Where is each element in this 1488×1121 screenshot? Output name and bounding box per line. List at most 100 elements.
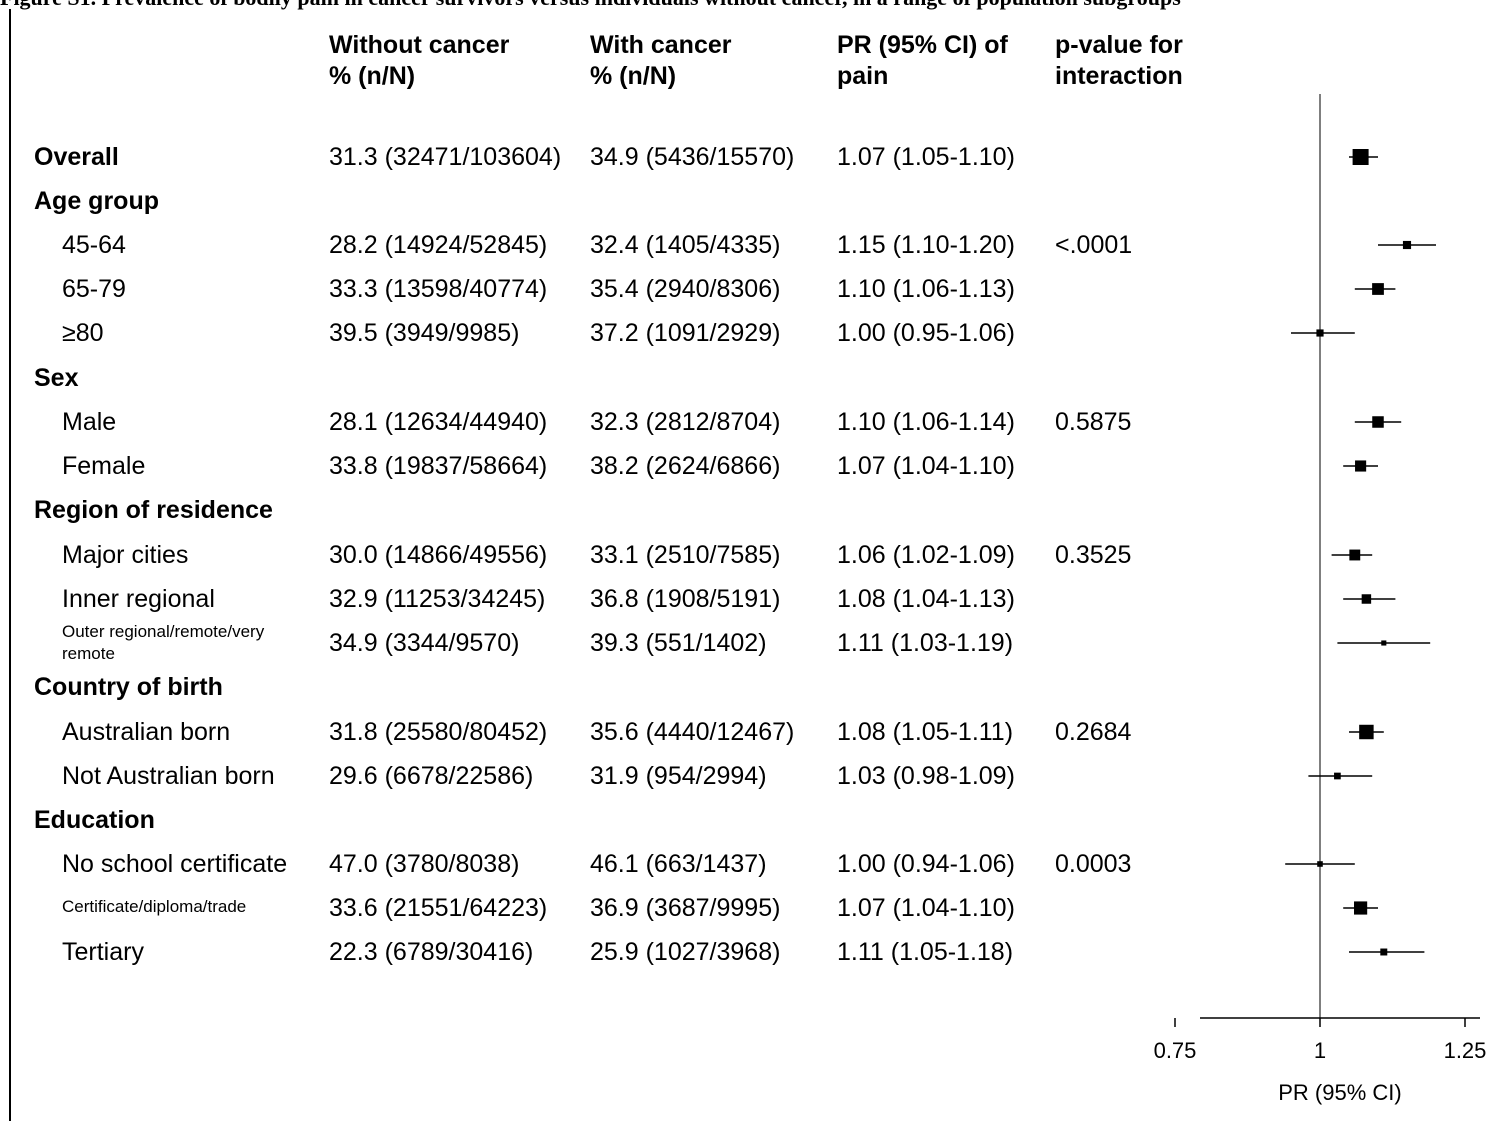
row-label: Overall	[34, 143, 119, 171]
figure-title: Figure S1. Prevalence of bodily pain in …	[0, 0, 1488, 10]
row-label: Not Australian born	[62, 762, 275, 790]
p-interaction-cell: 0.0003	[1055, 850, 1132, 878]
without-cancer-cell: 34.9 (3344/9570)	[329, 629, 520, 657]
pr-cell: 1.00 (0.95-1.06)	[837, 319, 1015, 347]
pr-cell: 1.00 (0.94-1.06)	[837, 850, 1015, 878]
with-cancer-cell: 37.2 (1091/2929)	[590, 319, 781, 347]
header-with-cancer: With cancer % (n/N)	[590, 30, 731, 92]
pr-cell: 1.08 (1.04-1.13)	[837, 585, 1015, 613]
point-estimate-marker	[1349, 549, 1361, 561]
with-cancer-cell: 25.9 (1027/3968)	[590, 938, 781, 966]
with-cancer-cell: 34.9 (5436/15570)	[590, 143, 795, 171]
header-line: PR (95% CI) of	[837, 31, 1008, 59]
point-estimate-marker	[1316, 329, 1324, 337]
p-interaction-cell: 0.2684	[1055, 718, 1132, 746]
pr-cell: 1.07 (1.04-1.10)	[837, 452, 1015, 480]
point-estimate-marker	[1361, 594, 1372, 604]
row-label: Male	[62, 408, 117, 436]
pr-cell: 1.15 (1.10-1.20)	[837, 231, 1015, 259]
point-estimate-marker	[1380, 948, 1388, 956]
header-line: p-value for	[1055, 31, 1183, 59]
with-cancer-cell: 46.1 (663/1437)	[590, 850, 767, 878]
header-without-cancer: Without cancer % (n/N)	[329, 30, 509, 92]
row-label: Age group	[34, 187, 159, 215]
point-estimate-marker	[1359, 724, 1374, 740]
x-tick-label: 1	[1314, 1038, 1326, 1063]
with-cancer-cell: 32.3 (2812/8704)	[590, 408, 781, 436]
without-cancer-cell: 28.2 (14924/52845)	[329, 231, 548, 259]
without-cancer-cell: 28.1 (12634/44940)	[329, 408, 548, 436]
point-estimate-marker	[1402, 240, 1412, 250]
header-line: interaction	[1055, 62, 1183, 90]
row-label: Australian born	[62, 718, 231, 746]
row-label: Tertiary	[62, 938, 144, 966]
row-label: ≥80	[62, 319, 104, 347]
point-estimate-marker	[1381, 640, 1387, 646]
row-label: Country of birth	[34, 673, 223, 701]
pr-cell: 1.03 (0.98-1.09)	[837, 762, 1015, 790]
row-label: Female	[62, 452, 146, 480]
point-estimate-marker	[1372, 416, 1384, 428]
forest-marks	[1285, 149, 1436, 956]
row-label: Education	[34, 806, 155, 834]
table-left-border	[9, 9, 11, 1121]
with-cancer-cell: 32.4 (1405/4335)	[590, 231, 781, 259]
with-cancer-cell: 36.8 (1908/5191)	[590, 585, 781, 613]
with-cancer-cell: 39.3 (551/1402)	[590, 629, 767, 657]
without-cancer-cell: 32.9 (11253/34245)	[329, 585, 546, 613]
header-line: Without cancer	[329, 31, 510, 59]
x-tick-label: 1.25	[1444, 1038, 1487, 1063]
point-estimate-marker	[1352, 149, 1369, 165]
row-label: 45-64	[62, 231, 126, 259]
row-label: Certificate/diploma/trade	[62, 897, 247, 916]
without-cancer-cell: 29.6 (6678/22586)	[329, 762, 534, 790]
pr-cell: 1.06 (1.02-1.09)	[837, 541, 1015, 569]
point-estimate-marker	[1334, 772, 1341, 780]
point-estimate-marker	[1372, 283, 1384, 295]
row-label: 65-79	[62, 275, 126, 303]
header-line: pain	[837, 62, 889, 90]
without-cancer-cell: 31.3 (32471/103604)	[329, 143, 562, 171]
with-cancer-cell: 31.9 (954/2994)	[590, 762, 767, 790]
x-tick-label: 0.75	[1154, 1038, 1197, 1063]
point-estimate-marker	[1354, 901, 1368, 915]
without-cancer-cell: 22.3 (6789/30416)	[329, 938, 534, 966]
pr-cell: 1.10 (1.06-1.14)	[837, 408, 1015, 436]
without-cancer-cell: 33.3 (13598/40774)	[329, 275, 548, 303]
header-line: With cancer	[590, 31, 732, 59]
without-cancer-cell: 33.6 (21551/64223)	[329, 894, 548, 922]
pr-cell: 1.11 (1.03-1.19)	[837, 629, 1014, 657]
header-p-interaction: p-value for interaction	[1055, 30, 1183, 92]
pr-cell: 1.07 (1.04-1.10)	[837, 894, 1015, 922]
with-cancer-cell: 33.1 (2510/7585)	[590, 541, 781, 569]
point-estimate-marker	[1317, 861, 1323, 867]
row-label: Major cities	[62, 541, 189, 569]
x-axis-label: PR (95% CI)	[1278, 1080, 1401, 1105]
row-label: Outer regional/remote/very remote	[62, 622, 265, 663]
point-estimate-marker	[1355, 460, 1367, 472]
without-cancer-cell: 30.0 (14866/49556)	[329, 541, 548, 569]
with-cancer-cell: 35.6 (4440/12467)	[590, 718, 795, 746]
pr-cell: 1.11 (1.05-1.18)	[837, 938, 1014, 966]
header-pr: PR (95% CI) of pain	[837, 30, 1008, 92]
p-interaction-cell: 0.3525	[1055, 541, 1132, 569]
without-cancer-cell: 33.8 (19837/58664)	[329, 452, 548, 480]
pr-cell: 1.10 (1.06-1.13)	[837, 275, 1015, 303]
without-cancer-cell: 47.0 (3780/8038)	[329, 850, 520, 878]
with-cancer-cell: 38.2 (2624/6866)	[590, 452, 781, 480]
row-label: Region of residence	[34, 496, 273, 524]
pr-cell: 1.08 (1.05-1.11)	[837, 718, 1014, 746]
pr-cell: 1.07 (1.05-1.10)	[837, 143, 1015, 171]
header-line: % (n/N)	[329, 62, 416, 90]
row-label: No school certificate	[62, 850, 288, 878]
header-line: % (n/N)	[590, 62, 677, 90]
without-cancer-cell: 39.5 (3949/9985)	[329, 319, 520, 347]
without-cancer-cell: 31.8 (25580/80452)	[329, 718, 548, 746]
row-label: Inner regional	[62, 585, 215, 613]
row-label: Sex	[34, 364, 79, 392]
with-cancer-cell: 35.4 (2940/8306)	[590, 275, 781, 303]
p-interaction-cell: <.0001	[1055, 231, 1133, 259]
p-interaction-cell: 0.5875	[1055, 408, 1132, 436]
with-cancer-cell: 36.9 (3687/9995)	[590, 894, 781, 922]
